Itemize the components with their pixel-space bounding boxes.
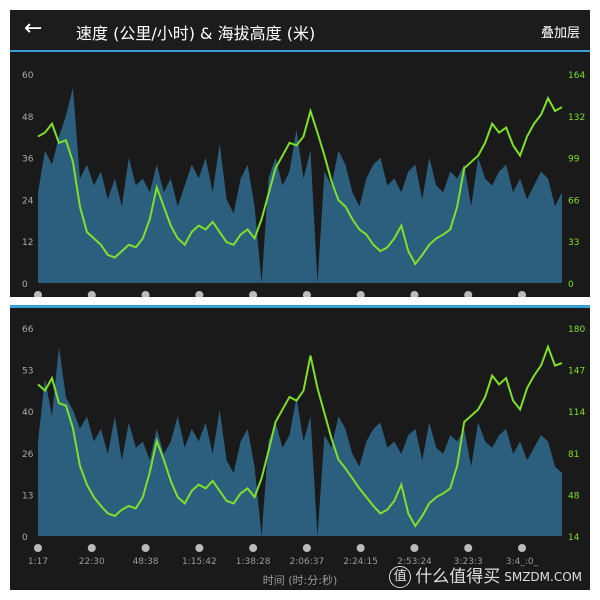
watermark-cn: 什么值得买 xyxy=(415,567,501,587)
time-marker xyxy=(195,544,204,552)
app-header: ← 速度 (公里/小时) & 海拔高度 (米) 叠加层 xyxy=(10,10,590,52)
time-marker xyxy=(141,291,150,297)
x-tick-label: 3:23:3 xyxy=(454,557,483,567)
right-tick-label: 147 xyxy=(568,367,585,377)
right-tick-label: 180 xyxy=(568,325,585,335)
time-marker xyxy=(356,291,365,297)
time-marker xyxy=(87,291,96,297)
chart-panel-1: ← 速度 (公里/小时) & 海拔高度 (米) 叠加层 0 12 24 36 48 60 0… xyxy=(10,10,590,297)
chart-1: 0122436486003366991321640:0110:2845:151:… xyxy=(22,71,585,297)
chart-panel-2: 0 13 26 40 53 66 14 48 81 114 147 180 1:17 22:30 48:38… xyxy=(10,305,590,590)
chart-2: 0 13 26 40 53 66 14 48 81 114 147 180 1:17 22:30 48:38… xyxy=(22,325,585,587)
watermark-logo: 值 xyxy=(389,566,412,588)
x-tick-label: 48:38 xyxy=(133,557,159,567)
speed-area xyxy=(38,87,562,283)
left-tick-label: 60 xyxy=(22,71,34,81)
left-tick-label: 53 xyxy=(22,367,33,377)
left-tick-label: 26 xyxy=(22,450,34,460)
x-tick-label: 2:24:15 xyxy=(343,557,378,567)
left-tick-label: 66 xyxy=(22,325,34,335)
left-tick-label: 0 xyxy=(22,533,28,543)
divider xyxy=(10,305,590,308)
x-tick-label: 22:30 xyxy=(79,557,105,567)
time-marker xyxy=(249,291,258,297)
arrow-left-icon[interactable]: ← xyxy=(24,16,43,41)
time-marker xyxy=(302,291,311,297)
left-tick-label: 13 xyxy=(22,491,33,501)
right-tick-label: 114 xyxy=(568,408,585,418)
right-tick-label: 48 xyxy=(568,491,580,501)
watermark: 值 什么值得买 SMZDM.COM xyxy=(389,566,582,588)
time-marker xyxy=(518,544,526,552)
time-marker xyxy=(410,291,419,297)
time-marker xyxy=(87,544,96,552)
right-tick-label: 0 xyxy=(568,280,574,290)
right-tick-label: 164 xyxy=(568,71,585,81)
x-tick-label: 2:06:37 xyxy=(290,557,325,567)
page-title: 速度 (公里/小时) & 海拔高度 (米) xyxy=(76,24,316,43)
right-tick-label: 81 xyxy=(568,450,579,460)
left-tick-label: 36 xyxy=(22,155,34,165)
time-marker xyxy=(464,544,473,552)
time-marker xyxy=(410,544,419,552)
right-tick-label: 14 xyxy=(568,533,580,543)
watermark-en: SMZDM.COM xyxy=(504,570,582,584)
left-tick-label: 0 xyxy=(22,280,28,290)
x-tick-label: 1:38:28 xyxy=(236,557,271,567)
x-axis-label: 时间 (时:分:秒) xyxy=(263,573,338,587)
overlay-button[interactable]: 叠加层 xyxy=(540,26,580,41)
right-tick-label: 66 xyxy=(568,196,580,206)
elevation-line xyxy=(37,343,563,528)
right-tick-label: 99 xyxy=(568,155,580,165)
speed-area xyxy=(38,346,562,536)
time-marker xyxy=(34,544,42,552)
x-tick-label: 3:4_:0_ xyxy=(506,557,539,567)
time-marker xyxy=(518,291,526,297)
time-marker xyxy=(302,544,311,552)
left-tick-label: 48 xyxy=(22,113,34,123)
left-tick-label: 24 xyxy=(22,196,34,206)
time-marker xyxy=(195,291,204,297)
right-tick-label: 33 xyxy=(568,238,579,248)
x-tick-label: 2:53:24 xyxy=(397,557,432,567)
time-marker xyxy=(249,544,258,552)
elevation-line xyxy=(37,95,563,266)
right-tick-label: 132 xyxy=(568,113,585,123)
time-marker xyxy=(464,291,473,297)
time-marker xyxy=(34,291,42,297)
left-tick-label: 40 xyxy=(22,408,34,418)
time-marker xyxy=(141,544,150,552)
left-tick-label: 12 xyxy=(22,238,33,248)
x-tick-label: 1:15:42 xyxy=(182,557,217,567)
x-tick-label: 1:17 xyxy=(28,557,48,567)
time-marker xyxy=(356,544,365,552)
